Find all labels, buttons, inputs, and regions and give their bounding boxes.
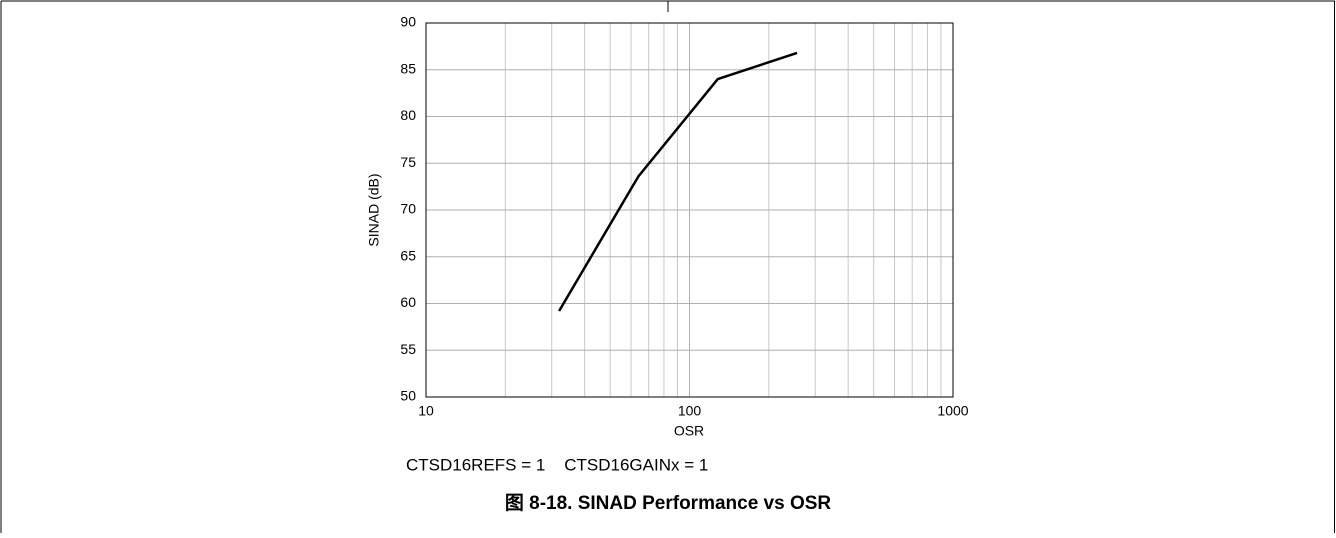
x-axis-label: OSR [674, 423, 704, 439]
chart-title: 图 8-18. SINAD Performance vs OSR [505, 492, 832, 514]
y-tick-label: 75 [400, 154, 416, 170]
y-tick-label: 85 [400, 60, 416, 76]
y-axis-label: SINAD (dB) [366, 173, 382, 246]
y-tick-label: 50 [400, 388, 416, 404]
y-tick-label: 90 [400, 14, 416, 30]
x-tick-label: 100 [678, 403, 702, 419]
annotation: CTSD16REFS = 1 CTSD16GAINx = 1 [406, 455, 708, 474]
y-tick-label: 70 [400, 201, 416, 217]
y-tick-label: 65 [400, 247, 416, 263]
y-tick-label: 80 [400, 107, 416, 123]
y-tick-label: 60 [400, 294, 416, 310]
x-tick-label: 10 [418, 403, 434, 419]
plot-frame [425, 22, 954, 398]
data-line [558, 51, 798, 312]
y-tick-label: 55 [400, 341, 416, 357]
x-tick-label: 1000 [937, 403, 968, 419]
